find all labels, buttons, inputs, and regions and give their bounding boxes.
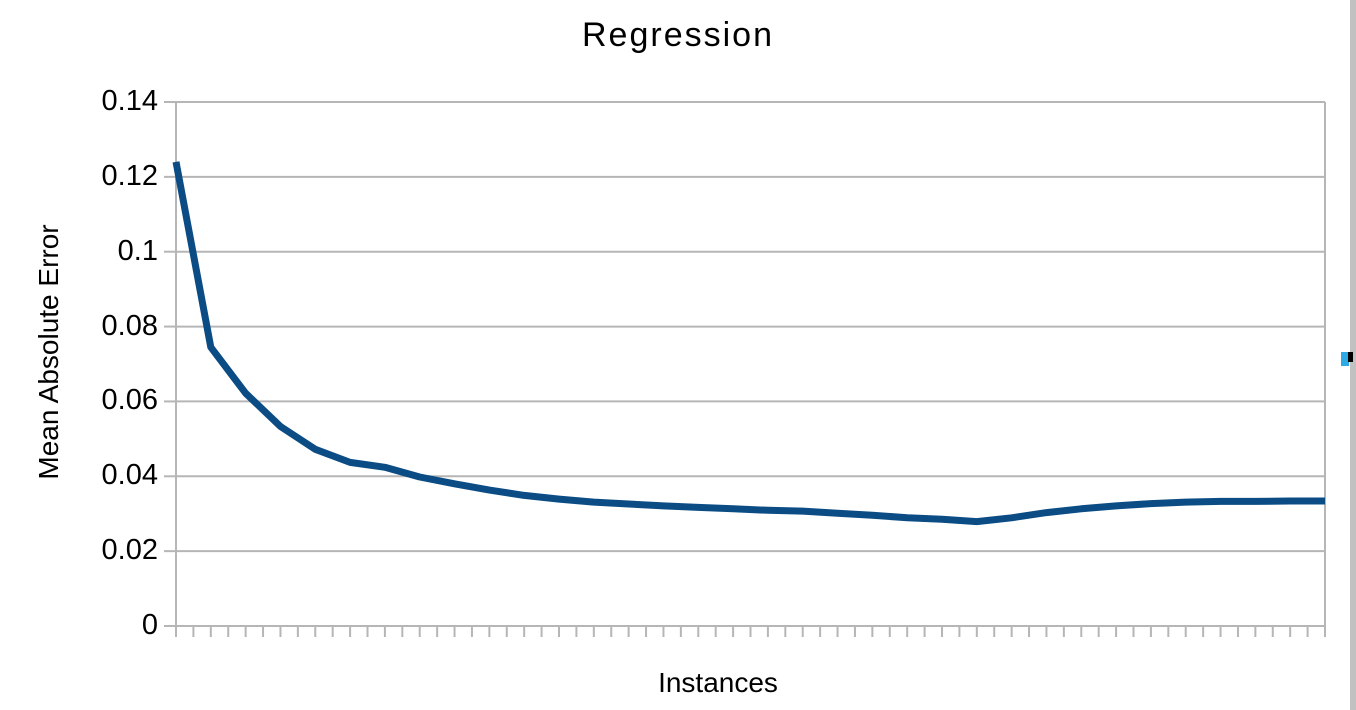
scrollbar-marker-cyan: [1341, 352, 1349, 366]
window-scrollbar-track[interactable]: [1350, 0, 1356, 710]
y-tick-label: 0.1: [117, 234, 158, 267]
y-tick-label: 0.06: [101, 384, 158, 417]
x-axis-title: Instances: [658, 667, 778, 698]
series-line-mean-absolute-error: [172, 161, 1325, 526]
chart-title: Regression: [582, 16, 774, 54]
y-tick-label: 0.02: [101, 534, 158, 567]
scrollbar-marker-black: [1348, 352, 1353, 362]
y-tick-label: 0.04: [101, 459, 158, 492]
y-tick-label: 0.12: [101, 159, 158, 192]
y-tick-label: 0.08: [101, 309, 158, 342]
y-tick-label: 0: [141, 609, 158, 641]
y-tick-label: 0.14: [101, 85, 158, 117]
